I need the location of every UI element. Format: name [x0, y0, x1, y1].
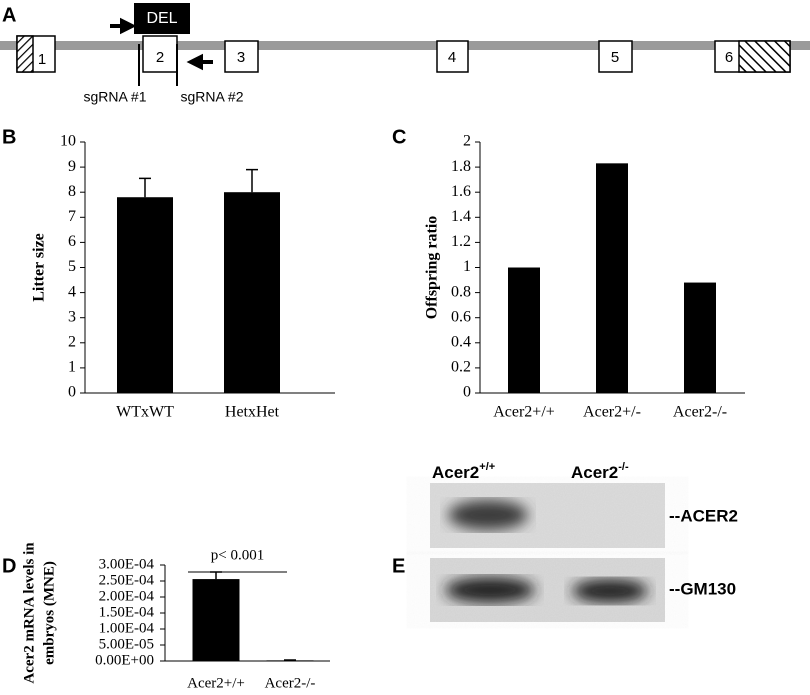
y-tick-label: 1.2	[451, 233, 471, 250]
blot-band	[448, 500, 528, 530]
y-tick-label: 0.00E+00	[95, 652, 154, 668]
y-axis-title: Offspring ratio	[424, 216, 441, 320]
y-tick-label: 5.00E-05	[99, 636, 154, 652]
y-tick-label: 0	[463, 384, 471, 401]
y-tick-label: 0.6	[451, 308, 471, 325]
gene-diagram	[0, 3, 810, 86]
western-blot	[430, 483, 665, 622]
annotation: p< 0.001	[211, 547, 264, 563]
bar	[117, 197, 173, 393]
y-tick-label: 2	[463, 133, 471, 150]
exon-label: 5	[611, 49, 619, 66]
utr	[738, 40, 791, 73]
x-tick-label: Acer2+/+	[187, 675, 245, 691]
y-tick-label: 8	[68, 183, 76, 200]
lane-name: Acer2	[571, 463, 618, 482]
utr	[16, 35, 34, 73]
lane-label: Acer2+/+	[432, 461, 495, 483]
y-tick-label: 2.50E-04	[99, 572, 155, 588]
y-tick-label: 3.00E-04	[99, 556, 155, 572]
blot-band	[445, 577, 535, 603]
primer-arrow	[110, 17, 137, 35]
bar	[684, 282, 716, 393]
y-tick-label: 10	[60, 133, 76, 150]
lane-name: Acer2	[432, 463, 479, 482]
lane-genotype: -/-	[618, 461, 629, 473]
guide-label: sgRNA #1	[83, 89, 146, 105]
bar	[508, 267, 540, 393]
exon-box	[224, 40, 259, 73]
y-tick-label: 6	[68, 233, 76, 250]
lane-genotype: +/+	[479, 461, 495, 473]
bar	[224, 192, 280, 393]
panel-label: D	[2, 555, 16, 577]
y-tick-label: 0.4	[451, 333, 471, 350]
exon-label: 3	[237, 49, 245, 66]
y-tick-label: 1	[68, 359, 76, 376]
x-tick-label: Acer2+/-	[583, 404, 641, 421]
y-tick-label: 1.4	[451, 208, 471, 225]
bar	[596, 163, 628, 393]
y-tick-label: 2	[68, 333, 76, 350]
panel-label: B	[2, 126, 16, 148]
error-bar	[246, 168, 258, 193]
blot-band	[572, 579, 648, 603]
y-tick-label: 3	[68, 308, 76, 325]
bar	[192, 579, 240, 661]
y-tick-label: 1.00E-04	[99, 620, 155, 636]
x-tick-label: HetxHet	[225, 404, 280, 421]
y-tick-label: 1.50E-04	[99, 604, 155, 620]
y-tick-label: 4	[68, 283, 76, 300]
exon-box	[598, 40, 633, 73]
x-tick-label: Acer2-/-	[673, 404, 727, 421]
exon-label: 6	[725, 49, 733, 66]
deletion-label: DEL	[146, 10, 177, 27]
y-axis-title: embryos (MNE)	[41, 561, 57, 665]
band-label: --ACER2	[669, 506, 738, 525]
primer-arrow	[186, 53, 213, 71]
exon-box	[142, 35, 178, 73]
y-tick-label: 9	[68, 158, 76, 175]
chromosome-line	[0, 41, 810, 50]
x-tick-label: Acer2-/-	[265, 675, 316, 691]
x-tick-label: WTxWT	[116, 404, 174, 421]
panel-label: E	[392, 555, 405, 577]
y-tick-label: 0.8	[451, 283, 471, 300]
y-tick-label: 0.2	[451, 359, 471, 376]
lane-label: Acer2-/-	[571, 461, 629, 483]
y-tick-label: 1.6	[451, 183, 471, 200]
y-tick-label: 0	[68, 384, 76, 401]
y-axis-title: Acer2 mRNA levels in	[21, 542, 37, 684]
panel-label: A	[2, 4, 16, 26]
error-bar	[139, 177, 151, 198]
exon-box	[436, 40, 469, 73]
error-bar	[210, 571, 222, 580]
band-label: --GM130	[669, 579, 736, 598]
y-tick-label: 2.00E-04	[99, 588, 155, 604]
guide-label: sgRNA #2	[180, 89, 243, 105]
y-axis-title: Litter size	[31, 233, 48, 302]
exon-label: 4	[448, 49, 456, 66]
x-tick-label: Acer2+/+	[493, 404, 555, 421]
panel-label: C	[392, 126, 406, 148]
exon-label: 2	[156, 49, 164, 66]
y-tick-label: 1.8	[451, 158, 471, 175]
y-tick-label: 7	[68, 208, 76, 225]
exon-label: 1	[38, 51, 46, 68]
y-tick-label: 5	[68, 258, 76, 275]
deletion-box	[134, 3, 190, 34]
y-tick-label: 1	[463, 258, 471, 275]
